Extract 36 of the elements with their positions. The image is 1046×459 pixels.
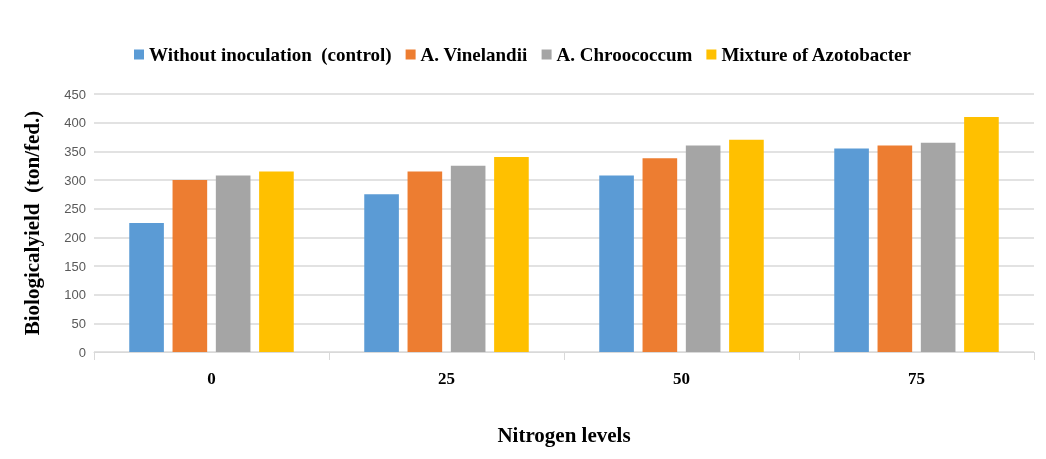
bar: [920, 142, 956, 352]
y-tick-label: 250: [64, 201, 86, 217]
bar: [215, 175, 251, 352]
y-tick-label: 300: [64, 172, 86, 188]
bar: [834, 148, 869, 352]
bar: [599, 175, 634, 352]
y-tick-label: 450: [64, 86, 86, 102]
legend-label: A. Vinelandii: [420, 44, 528, 65]
bar: [129, 223, 164, 352]
x-tick-label: 50: [673, 369, 690, 388]
y-tick-label: 200: [64, 229, 86, 245]
legend-label: Mixture of Azotobacter: [721, 44, 912, 65]
bar: [172, 180, 208, 352]
y-tick-label: 50: [71, 315, 86, 331]
legend-label: Without inoculation (control): [148, 44, 392, 66]
bar: [364, 194, 399, 352]
bar: [407, 171, 443, 352]
y-tick-label: 100: [64, 287, 86, 303]
bar: [964, 116, 999, 352]
bar: [642, 158, 678, 352]
bar: [494, 157, 529, 352]
bar: [729, 139, 764, 352]
x-tick-label: 25: [438, 369, 455, 388]
bar: [259, 171, 294, 352]
bar: [685, 145, 721, 352]
x-tick-label: 0: [207, 369, 216, 388]
bar: [450, 165, 486, 352]
y-tick-label: 0: [78, 344, 86, 360]
bar: [877, 145, 913, 352]
legend-label: A. Chroococcum: [556, 44, 693, 65]
x-tick-label: 75: [908, 369, 925, 388]
x-axis-title: Nitrogen levels: [497, 422, 631, 447]
y-tick-label: 400: [64, 115, 86, 131]
y-tick-label: 150: [64, 258, 86, 274]
y-axis-title: Biologicalyield (ton/fed.): [19, 110, 44, 336]
y-tick-label: 350: [64, 143, 86, 159]
